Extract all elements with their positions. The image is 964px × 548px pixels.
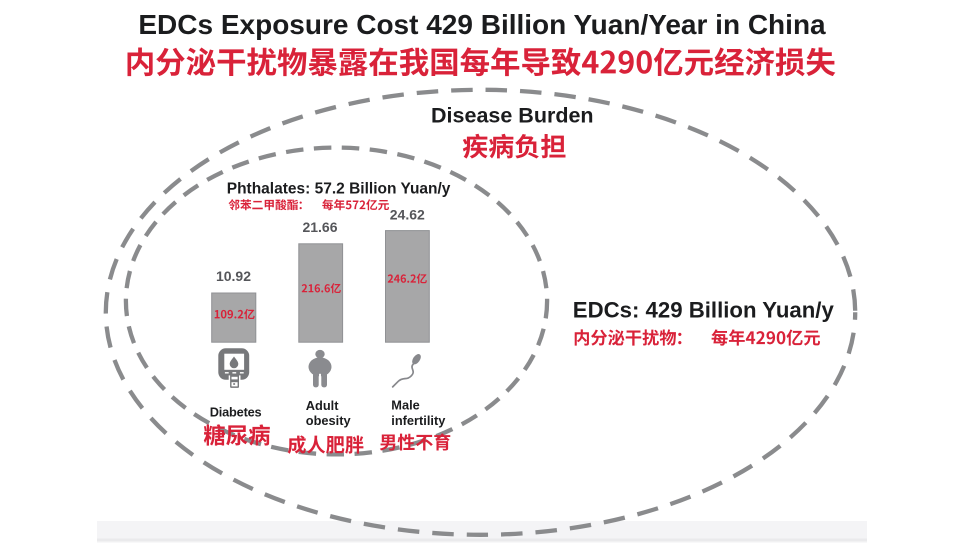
svg-text:24.62: 24.62 xyxy=(390,207,425,223)
svg-text:infertility: infertility xyxy=(391,413,446,428)
svg-text:Male: Male xyxy=(391,398,419,413)
svg-text:Adult: Adult xyxy=(306,398,339,413)
svg-text:21.66: 21.66 xyxy=(302,219,337,235)
svg-text:Disease Burden: Disease Burden xyxy=(431,104,594,128)
svg-text:obesity: obesity xyxy=(306,413,352,428)
svg-text:EDCs: 429 Billion Yuan/y: EDCs: 429 Billion Yuan/y xyxy=(573,298,835,323)
svg-text:Phthalates: 57.2 Billion Yuan/: Phthalates: 57.2 Billion Yuan/y xyxy=(227,181,451,198)
svg-text:Diabetes: Diabetes xyxy=(210,404,262,419)
svg-text:10.92: 10.92 xyxy=(216,268,251,284)
svg-text:EDCs Exposure Cost 429 Billion: EDCs Exposure Cost 429 Billion Yuan/Year… xyxy=(138,9,826,40)
